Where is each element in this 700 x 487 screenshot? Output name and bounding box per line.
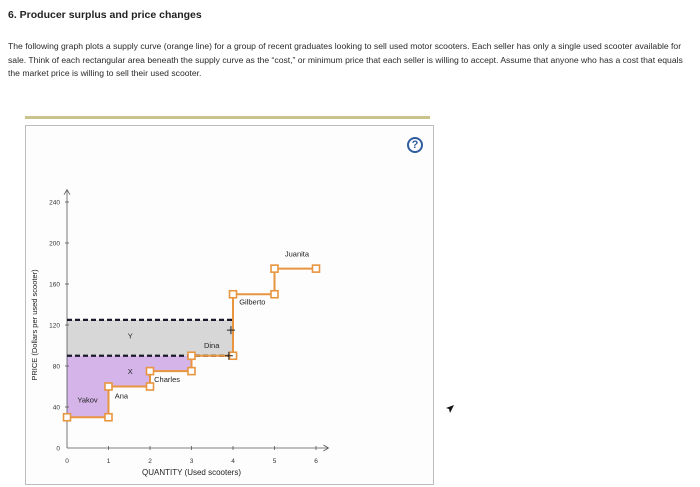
x-tick-label: 6 (314, 458, 318, 465)
step-handle (145, 382, 155, 391)
x-tick-label: 1 (107, 458, 111, 465)
step-handle (104, 382, 113, 391)
surplus-area-grey (67, 319, 233, 356)
step-handle (270, 264, 279, 273)
step-handle (62, 412, 72, 422)
x-axis-arrow-icon (323, 444, 330, 452)
y-tick-label: 0 (56, 446, 60, 453)
y-tick-label: 40 (53, 405, 61, 412)
mouse-pointer-icon (446, 405, 454, 413)
x-tick-label: 3 (190, 458, 194, 465)
y-axis-arrow-icon (63, 188, 71, 195)
step-handle (145, 366, 155, 376)
question-title: 6. Producer surplus and price changes (8, 9, 202, 21)
surplus-area-purple (67, 355, 233, 448)
step-handle (311, 264, 321, 273)
divider-rule (25, 116, 430, 119)
graph-frame (25, 125, 434, 485)
question-body: The following graph plots a supply curve… (8, 41, 683, 78)
step-handle (104, 412, 113, 422)
seller-label-yakov: Yakov (77, 395, 98, 404)
step-handle (228, 289, 238, 299)
x-axis-title: QUANTITY (Used scooters) (142, 468, 241, 477)
marker-x: X (128, 367, 133, 376)
x-tick-label: 2 (148, 458, 152, 465)
y-tick-label: 240 (49, 200, 60, 207)
intersection-marker-icon (226, 326, 235, 335)
seller-label-juanita: Juanita (285, 250, 310, 259)
help-button[interactable]: ? (407, 137, 423, 153)
seller-label-dina: Dina (204, 341, 220, 350)
step-handle (187, 351, 196, 361)
seller-label-charles: Charles (154, 375, 180, 384)
y-tick-label: 120 (49, 323, 60, 330)
intersection-marker-icon (224, 351, 233, 360)
y-tick-label: 80 (53, 364, 61, 371)
y-tick-label: 160 (49, 282, 60, 289)
y-tick-label: 200 (49, 241, 60, 248)
step-handle (270, 289, 279, 299)
y-axis-title: PRICE (Dollars per used scooter) (30, 269, 39, 381)
help-icon: ? (411, 139, 419, 151)
x-tick-label: 4 (231, 458, 235, 465)
seller-label-gilberto: Gilberto (239, 297, 265, 306)
seller-label-ana: Ana (115, 392, 129, 401)
x-tick-label: 5 (273, 458, 277, 465)
step-handle (187, 366, 196, 376)
x-tick-label: 0 (65, 458, 69, 465)
marker-y: Y (128, 331, 133, 340)
